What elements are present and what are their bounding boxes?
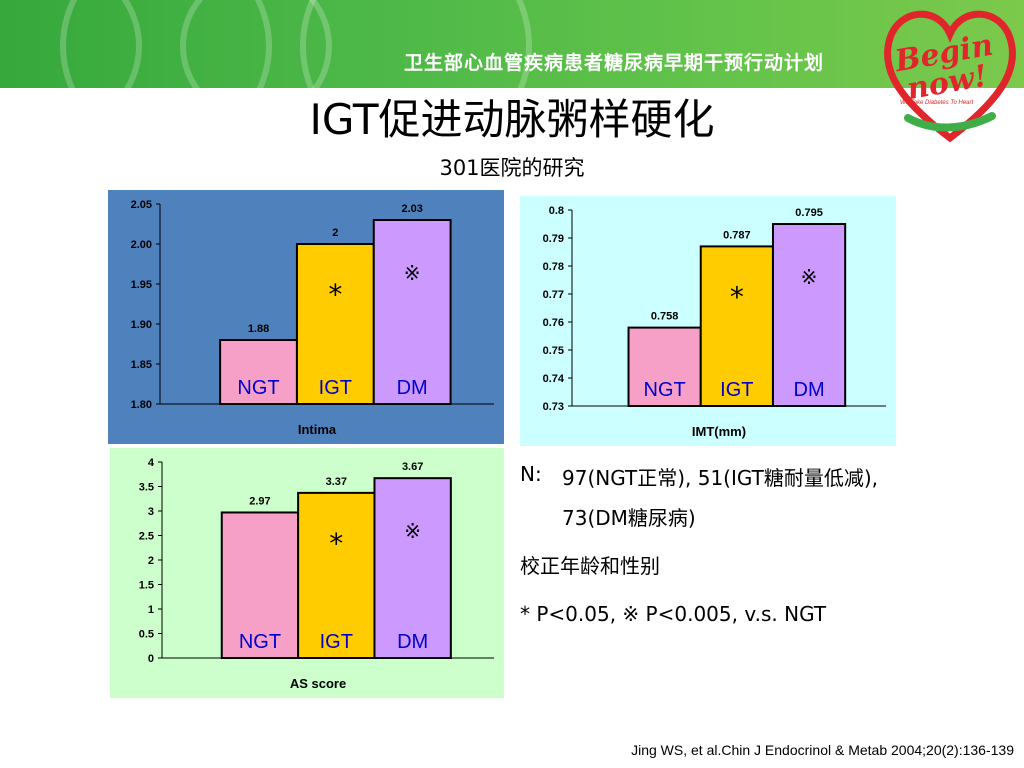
y-tick-label: 0.76	[543, 317, 564, 329]
significance-reference-mark: ※	[404, 261, 421, 285]
as-score-chart: 4 3.5 3 2.5 2 1.5 1 0.5 0 2.97 NGT 3.37 IGT * 3.67 DM ※ A…	[110, 448, 504, 698]
y-tick-label: 0.77	[543, 289, 564, 301]
y-tick-label: 0.8	[549, 205, 564, 217]
y-tick-label: 0.5	[139, 629, 154, 641]
y-tick-label: 0.74	[543, 373, 565, 385]
y-tick-label: 1.80	[131, 399, 152, 411]
y-tick-label: 0.79	[543, 233, 564, 245]
y-tick-label: 0.78	[543, 261, 564, 273]
value-label-dm: 0.795	[795, 207, 823, 219]
y-tick-label: 0.73	[543, 401, 564, 413]
y-tick-label: 2.00	[131, 239, 152, 251]
y-tick-label: 2	[148, 555, 154, 567]
n-row-2: 73(DM糖尿病)	[520, 502, 1000, 532]
as-score-chart-svg: 4 3.5 3 2.5 2 1.5 1 0.5 0 2.97 NGT 3.37 IGT * 3.67 DM ※ A…	[110, 448, 504, 698]
imt-chart-svg: 0.8 0.79 0.78 0.77 0.76 0.75 0.74 0.73 0.758 NGT 0…	[520, 196, 896, 446]
x-axis-title: Intima	[298, 422, 337, 437]
category-label-igt: IGT	[720, 379, 753, 401]
y-tick-label: 1.85	[131, 359, 152, 371]
intima-chart: 2.05 2.00 1.95 1.90 1.85 1.80 1.88 NGT 2 IGT * 2.03…	[108, 190, 504, 444]
citation: Jing WS, et al.Chin J Endocrinol & Metab…	[631, 742, 1014, 758]
bar-dm	[771, 223, 847, 407]
begin-now-logo: Begin now! We Take Diabetes To Heart	[884, 10, 1016, 143]
significance-asterisk: *	[328, 278, 342, 311]
page-subtitle: 301医院的研究	[439, 156, 585, 180]
category-label-ngt: NGT	[239, 631, 281, 653]
header-banner: 卫生部心血管疾病患者糖尿病早期干预行动计划	[0, 0, 1024, 88]
x-axis-title: AS score	[290, 676, 346, 691]
imt-chart: 0.8 0.79 0.78 0.77 0.76 0.75 0.74 0.73 0.758 NGT 0…	[520, 196, 896, 446]
y-tick-label: 1.90	[131, 319, 152, 331]
bar-ngt	[627, 326, 702, 408]
y-tick-label: 3.5	[139, 482, 154, 494]
value-label-ngt: 2.97	[249, 495, 270, 507]
bar-ngt	[220, 511, 300, 659]
n-row: N: 97(NGT正常), 51(IGT糖耐量低减),	[520, 462, 1000, 492]
significance-reference-mark: ※	[801, 265, 818, 289]
value-label-dm: 2.03	[401, 203, 422, 215]
category-label-dm: DM	[794, 379, 825, 401]
intima-chart-svg: 2.05 2.00 1.95 1.90 1.85 1.80 1.88 NGT 2 IGT * 2.03…	[108, 190, 504, 444]
adjust-row: 校正年龄和性别	[520, 550, 1000, 580]
significance-row: * P<0.05, ※ P<0.005, v.s. NGT	[520, 602, 1000, 632]
y-tick-label: 1	[148, 604, 154, 616]
y-tick-label: 3	[148, 506, 154, 518]
category-label-dm: DM	[397, 377, 428, 399]
value-label-ngt: 0.758	[651, 311, 679, 323]
logo-tagline-text: We Take Diabetes To Heart	[900, 100, 973, 106]
value-label-igt: 0.787	[723, 229, 751, 241]
category-label-igt: IGT	[319, 377, 352, 399]
significance-asterisk: *	[329, 527, 343, 560]
adjust-text: 校正年龄和性别	[520, 554, 660, 578]
n-line2: 73(DM糖尿病)	[562, 506, 696, 530]
x-axis-title: IMT(mm)	[692, 424, 746, 439]
banner-title: 卫生部心血管疾病患者糖尿病早期干预行动计划	[404, 52, 825, 74]
y-tick-label: 2.05	[131, 199, 152, 211]
value-label-dm: 3.67	[402, 461, 423, 473]
category-label-dm: DM	[397, 631, 428, 653]
page-title: IGT促进动脉粥样硬化	[309, 95, 715, 144]
notes-panel: N: 97(NGT正常), 51(IGT糖耐量低减), 73(DM糖尿病) 校正…	[520, 462, 1000, 632]
significance-reference-mark: ※	[404, 519, 421, 543]
category-label-igt: IGT	[320, 631, 353, 653]
y-tick-label: 0	[148, 653, 154, 665]
y-tick-label: 0.75	[543, 345, 564, 357]
bar-dm	[372, 219, 452, 405]
category-label-ngt: NGT	[237, 377, 279, 399]
bar-dm	[373, 477, 452, 660]
bar-igt	[699, 245, 774, 408]
value-label-igt: 3.37	[326, 476, 347, 488]
n-line1: 97(NGT正常), 51(IGT糖耐量低减),	[562, 466, 879, 490]
y-tick-label: 4	[148, 457, 155, 469]
y-tick-label: 1.5	[139, 580, 154, 592]
n-label: N:	[520, 462, 542, 486]
significance-asterisk: *	[730, 280, 744, 313]
value-label-ngt: 1.88	[248, 323, 269, 335]
bar-igt	[295, 243, 375, 405]
bar-igt	[297, 491, 376, 660]
y-tick-label: 1.95	[131, 279, 152, 291]
heart-logo-icon	[884, 10, 1016, 143]
significance-text: * P<0.05, ※ P<0.005, v.s. NGT	[520, 602, 827, 626]
y-tick-label: 2.5	[139, 531, 154, 543]
value-label-igt: 2	[332, 227, 338, 239]
category-label-ngt: NGT	[644, 379, 686, 401]
